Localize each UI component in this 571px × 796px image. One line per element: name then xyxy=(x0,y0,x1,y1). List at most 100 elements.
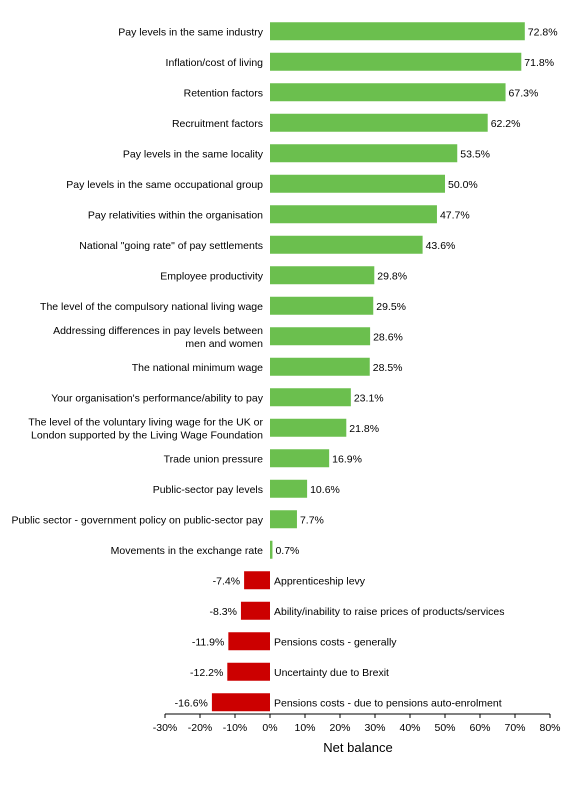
bars-layer xyxy=(211,22,525,712)
bar xyxy=(270,22,525,41)
bar xyxy=(211,693,270,712)
category-label: Pensions costs - generally xyxy=(274,636,397,648)
data-label: 21.8% xyxy=(349,423,379,435)
bar xyxy=(270,296,374,315)
category-label-line: Pensions costs - generally xyxy=(274,636,397,648)
x-tick-label: 40% xyxy=(399,722,420,734)
category-label-line: Public-sector pay levels xyxy=(153,484,263,496)
bar xyxy=(270,205,437,224)
bar xyxy=(270,510,297,529)
category-label: Recruitment factors xyxy=(172,118,263,130)
x-tick-label: 20% xyxy=(329,722,350,734)
category-label-line: London supported by the Living Wage Foun… xyxy=(31,429,263,441)
x-tick-label: -10% xyxy=(223,722,248,734)
category-label: The national minimum wage xyxy=(132,362,263,374)
category-label: Movements in the exchange rate xyxy=(111,545,263,557)
category-label-line: The level of the voluntary living wage f… xyxy=(28,416,263,428)
category-label: Ability/inability to raise prices of pro… xyxy=(274,606,505,618)
category-label-line: Recruitment factors xyxy=(172,118,263,130)
x-tick-label: -30% xyxy=(153,722,178,734)
data-label: 53.5% xyxy=(460,148,490,160)
bar xyxy=(270,327,371,346)
x-tick-label: 10% xyxy=(294,722,315,734)
category-label-line: Apprenticeship levy xyxy=(274,575,366,587)
data-label: 28.6% xyxy=(373,331,403,343)
bar xyxy=(270,113,488,132)
category-label-line: Public sector - government policy on pub… xyxy=(11,514,263,526)
x-tick-label: 60% xyxy=(469,722,490,734)
category-labels-layer: Pay levels in the same industry Inflation… xyxy=(11,26,504,709)
bar xyxy=(270,144,458,163)
bar xyxy=(270,235,423,254)
category-label: Public sector - government policy on pub… xyxy=(11,514,263,526)
category-label-line: Uncertainty due to Brexit xyxy=(274,667,389,679)
category-label-line: Employee productivity xyxy=(160,270,263,282)
category-label-line: Trade union pressure xyxy=(164,453,264,465)
category-label: Employee productivity xyxy=(160,270,263,282)
data-label: -11.9% xyxy=(192,636,225,648)
category-label: Apprenticeship levy xyxy=(274,575,366,587)
bar xyxy=(270,83,506,102)
category-label: Uncertainty due to Brexit xyxy=(274,667,389,679)
bar xyxy=(244,571,270,590)
data-label: 29.5% xyxy=(376,301,406,313)
data-label: -12.2% xyxy=(190,667,223,679)
x-tick-label: 0% xyxy=(262,722,277,734)
data-label: 7.7% xyxy=(300,514,324,526)
category-label-line: Retention factors xyxy=(184,87,263,99)
bar xyxy=(227,662,270,681)
data-label: -8.3% xyxy=(210,606,237,618)
x-tick-label: 70% xyxy=(504,722,525,734)
category-label-line: The national minimum wage xyxy=(132,362,263,374)
bar xyxy=(240,601,270,620)
category-label-line: Movements in the exchange rate xyxy=(111,545,263,557)
bar xyxy=(270,418,347,437)
category-label: Public-sector pay levels xyxy=(153,484,263,496)
data-label: 67.3% xyxy=(509,87,539,99)
category-label-line: Inflation/cost of living xyxy=(166,57,264,69)
bar xyxy=(270,357,370,376)
category-label: Pay levels in the same occupational grou… xyxy=(66,179,263,191)
category-label-line: Pay relativities within the organisation xyxy=(88,209,263,221)
category-label-line: National "going rate" of pay settlements xyxy=(79,240,263,252)
x-tick-label: 50% xyxy=(434,722,455,734)
x-axis: -30% -20% -10% 0% 10% 20% 30% 40% 50% 60% 70% 80% xyxy=(153,713,561,734)
data-label: 47.7% xyxy=(440,209,470,221)
data-label: 43.6% xyxy=(426,240,456,252)
bar xyxy=(270,388,351,407)
data-label: 23.1% xyxy=(354,392,384,404)
x-tick-label: 80% xyxy=(539,722,560,734)
data-label: 29.8% xyxy=(377,270,407,282)
category-label: Your organisation's performance/ability … xyxy=(51,392,263,404)
category-label: The level of the compulsory national liv… xyxy=(40,301,263,313)
bar xyxy=(270,266,375,285)
data-label: 50.0% xyxy=(448,179,478,191)
category-label-line: Pay levels in the same occupational grou… xyxy=(66,179,263,191)
x-axis-title: Net balance xyxy=(323,740,392,755)
data-label: 62.2% xyxy=(491,118,521,130)
data-label: 10.6% xyxy=(310,484,340,496)
category-label: Pensions costs - due to pensions auto-en… xyxy=(274,697,502,709)
category-label: The level of the voluntary living wage f… xyxy=(28,416,263,441)
x-tick-label: -20% xyxy=(188,722,213,734)
category-label: Trade union pressure xyxy=(164,453,264,465)
category-label: Inflation/cost of living xyxy=(166,57,264,69)
bar xyxy=(270,479,308,498)
category-label-line: Ability/inability to raise prices of pro… xyxy=(274,606,505,618)
category-label: Pay levels in the same industry xyxy=(118,26,263,38)
category-label-line: The level of the compulsory national liv… xyxy=(40,301,263,313)
category-label-line: Pay levels in the same locality xyxy=(123,148,264,160)
category-label: National "going rate" of pay settlements xyxy=(79,240,263,252)
data-label: 28.5% xyxy=(373,362,403,374)
data-label: 71.8% xyxy=(524,57,554,69)
x-tick-label: 30% xyxy=(364,722,385,734)
data-label: 16.9% xyxy=(332,453,362,465)
category-label: Pay relativities within the organisation xyxy=(88,209,263,221)
bar xyxy=(270,449,330,468)
category-label: Addressing differences in pay levels bet… xyxy=(53,325,263,350)
category-label: Pay levels in the same locality xyxy=(123,148,264,160)
data-label: -7.4% xyxy=(213,575,240,587)
data-label: -16.6% xyxy=(175,697,208,709)
category-label-line: Addressing differences in pay levels bet… xyxy=(53,325,263,337)
